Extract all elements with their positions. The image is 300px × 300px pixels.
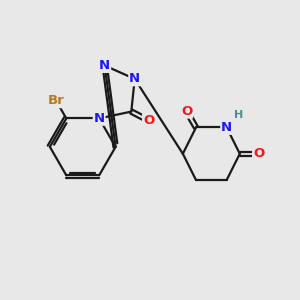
- Text: H: H: [234, 110, 243, 120]
- Text: N: N: [221, 121, 232, 134]
- Text: N: N: [99, 59, 110, 72]
- Text: N: N: [129, 72, 140, 86]
- Text: O: O: [143, 114, 154, 127]
- Text: O: O: [253, 147, 264, 160]
- Text: N: N: [94, 112, 105, 125]
- Text: O: O: [181, 105, 192, 118]
- Text: Br: Br: [48, 94, 64, 107]
